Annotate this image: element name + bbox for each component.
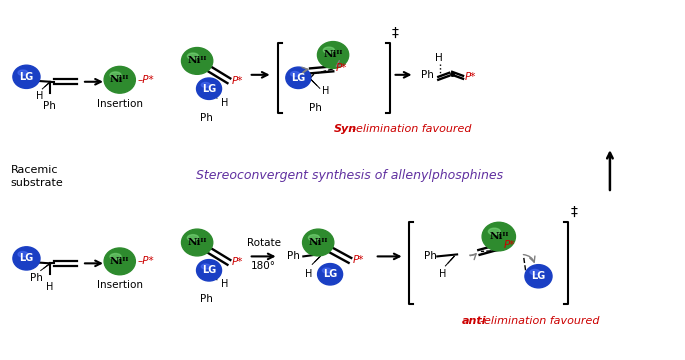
- Text: Ph: Ph: [199, 294, 212, 304]
- Ellipse shape: [530, 269, 540, 275]
- Ellipse shape: [104, 248, 136, 275]
- Ellipse shape: [201, 264, 210, 269]
- Text: Niᴵᴵ: Niᴵᴵ: [188, 238, 207, 247]
- Text: Rotate: Rotate: [247, 238, 281, 248]
- Ellipse shape: [13, 247, 40, 270]
- Text: H: H: [305, 269, 312, 279]
- Text: H: H: [438, 269, 446, 279]
- Ellipse shape: [482, 222, 515, 251]
- Text: LG: LG: [323, 269, 337, 279]
- Text: Ph: Ph: [43, 100, 55, 111]
- Text: Niᴵᴵ: Niᴵᴵ: [489, 232, 508, 241]
- Text: anti: anti: [462, 316, 487, 326]
- Text: LG: LG: [19, 253, 34, 264]
- Text: LG: LG: [532, 271, 545, 281]
- Text: H: H: [221, 279, 228, 289]
- Text: Niᴵᴵ: Niᴵᴵ: [110, 257, 129, 266]
- Text: H: H: [46, 282, 53, 292]
- Text: ‡: ‡: [392, 26, 399, 40]
- Ellipse shape: [323, 268, 332, 273]
- Ellipse shape: [188, 235, 199, 241]
- Text: LG: LG: [19, 72, 34, 82]
- Ellipse shape: [110, 253, 121, 260]
- Ellipse shape: [18, 70, 27, 75]
- Text: –P*: –P*: [138, 75, 154, 85]
- Text: Niᴵᴵ: Niᴵᴵ: [110, 75, 129, 84]
- Text: LG: LG: [291, 73, 306, 83]
- Ellipse shape: [323, 47, 334, 53]
- Ellipse shape: [197, 260, 221, 281]
- Text: -elimination favoured: -elimination favoured: [352, 125, 471, 134]
- Ellipse shape: [182, 48, 213, 74]
- Text: Niᴵᴵ: Niᴵᴵ: [188, 57, 207, 66]
- Ellipse shape: [317, 41, 349, 68]
- Text: Ph: Ph: [309, 103, 322, 113]
- Text: LG: LG: [202, 265, 216, 275]
- Ellipse shape: [286, 67, 311, 89]
- Text: H: H: [322, 86, 329, 96]
- Ellipse shape: [201, 82, 210, 87]
- Ellipse shape: [188, 53, 199, 59]
- Text: Niᴵᴵ: Niᴵᴵ: [308, 238, 328, 247]
- Text: Syn: Syn: [334, 125, 357, 134]
- Text: P*: P*: [465, 72, 477, 82]
- Ellipse shape: [13, 65, 40, 89]
- Ellipse shape: [318, 264, 342, 285]
- Text: Racemic: Racemic: [10, 165, 58, 175]
- Text: Ph: Ph: [425, 251, 437, 261]
- Text: P*: P*: [232, 257, 243, 267]
- Ellipse shape: [308, 235, 320, 241]
- Ellipse shape: [525, 265, 552, 288]
- Text: Insertion: Insertion: [97, 99, 142, 109]
- Text: Ph: Ph: [30, 273, 43, 283]
- Ellipse shape: [18, 252, 27, 257]
- Text: LG: LG: [202, 84, 216, 94]
- Text: H: H: [436, 53, 443, 63]
- Ellipse shape: [110, 72, 121, 78]
- Ellipse shape: [290, 72, 299, 76]
- Text: Stereoconvergent synthesis of allenylphosphines: Stereoconvergent synthesis of allenylpho…: [197, 168, 503, 181]
- Ellipse shape: [488, 228, 500, 235]
- Text: P*: P*: [353, 255, 364, 265]
- Text: P*: P*: [232, 76, 243, 86]
- Text: –P*: –P*: [138, 256, 154, 266]
- Text: H: H: [221, 98, 228, 108]
- Ellipse shape: [303, 229, 334, 256]
- Ellipse shape: [104, 66, 136, 93]
- Ellipse shape: [197, 78, 221, 99]
- Text: -elimination favoured: -elimination favoured: [480, 316, 599, 326]
- Text: Insertion: Insertion: [97, 280, 142, 290]
- Text: Niᴵᴵ: Niᴵᴵ: [323, 50, 342, 59]
- Text: Ph: Ph: [421, 70, 434, 80]
- Ellipse shape: [182, 229, 213, 256]
- Text: 180°: 180°: [251, 261, 276, 271]
- Text: ‡: ‡: [570, 205, 577, 219]
- Text: Ph: Ph: [199, 113, 212, 122]
- Text: substrate: substrate: [10, 178, 63, 188]
- Text: Ph: Ph: [288, 251, 300, 261]
- Text: H: H: [36, 91, 43, 101]
- Text: P*: P*: [503, 240, 515, 251]
- Text: P*: P*: [336, 63, 347, 73]
